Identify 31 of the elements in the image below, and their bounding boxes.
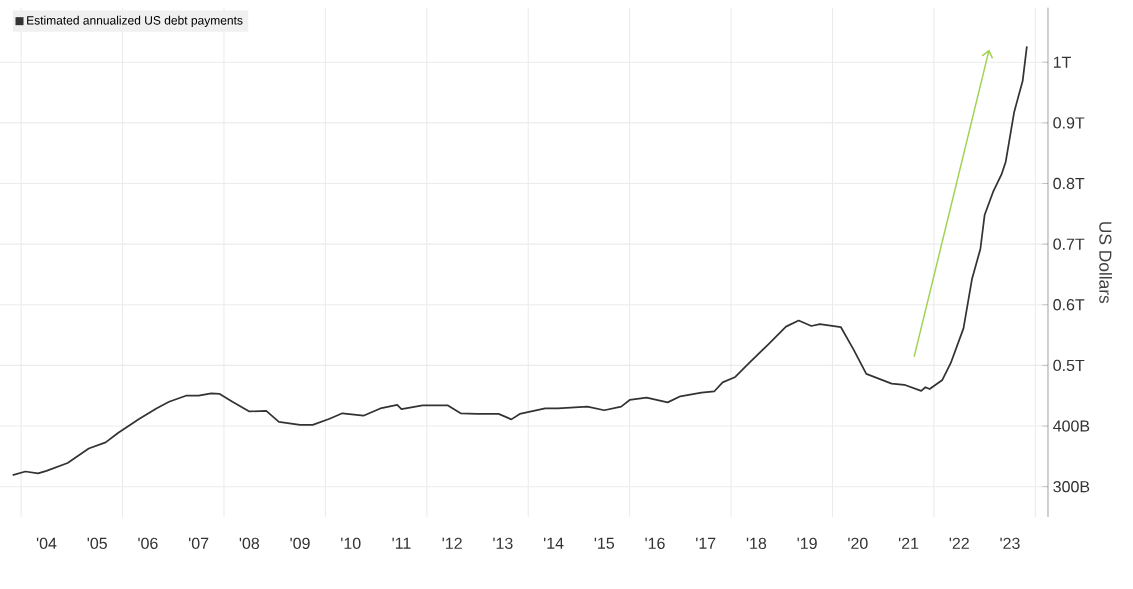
- y-tick-label: 1T: [1053, 56, 1072, 68]
- line-series: [11, 45, 1028, 477]
- y-tick-label: 0.5T: [1053, 359, 1085, 372]
- y-axis-title: US Dollars: [1099, 222, 1112, 304]
- legend-label: Estimated annualized US debt payments: [27, 15, 243, 27]
- x-tick-label: '11: [392, 537, 411, 549]
- x-tick-label: '18: [746, 537, 767, 550]
- x-tick-label: '17: [696, 537, 716, 549]
- y-tick-label: 0.9T: [1053, 117, 1085, 129]
- x-tick-label: '10: [341, 537, 361, 550]
- x-tick-label: '14: [543, 537, 564, 549]
- x-tick-label: '05: [87, 537, 107, 550]
- x-tick-label: '21: [898, 537, 919, 549]
- x-tick-label: '22: [949, 537, 969, 549]
- x-tick-label: '13: [493, 537, 513, 550]
- y-tick-label: 0.6T: [1053, 299, 1085, 311]
- x-tick-label: '07: [189, 537, 209, 550]
- x-tick-label: '12: [442, 537, 462, 549]
- x-tick-label: '19: [797, 537, 817, 550]
- x-tick-label: '20: [848, 537, 868, 550]
- x-tick-label: '16: [645, 537, 665, 550]
- x-tick-label: '15: [594, 537, 615, 549]
- x-tick-label: '08: [239, 537, 260, 550]
- y-tick-label: 400B: [1053, 420, 1090, 432]
- x-tick-label: '04: [36, 537, 57, 550]
- y-tick-label: 300B: [1053, 481, 1090, 493]
- y-tick-label: 0.7T: [1053, 238, 1085, 250]
- x-tick-label: '09: [290, 537, 310, 550]
- x-tick-label: '23: [1000, 537, 1020, 550]
- x-tick-label: '06: [138, 537, 158, 550]
- y-tick-label: 0.8T: [1053, 177, 1085, 190]
